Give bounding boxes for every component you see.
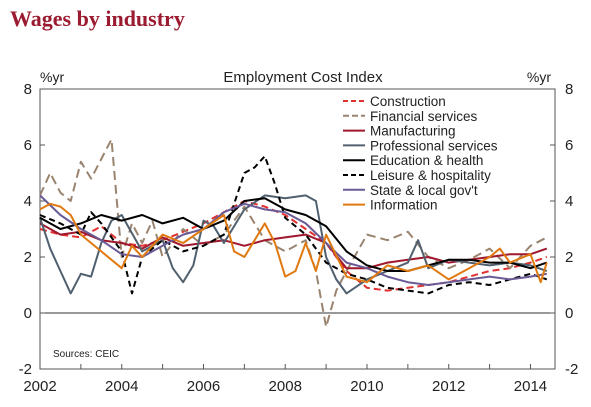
y-tick-label-left: 0 [24,305,32,322]
x-tick-label: 2004 [105,378,138,395]
y-tick-label-left: 6 [24,137,32,154]
source-note: Sources: CEIC [53,349,119,360]
x-tick-label: 2006 [187,378,220,395]
series-line-information [39,202,548,284]
y-tick-label-right: -2 [565,361,578,378]
x-tick-label: 2010 [350,378,383,395]
y-tick-label-left: 8 [24,81,32,98]
x-tick-label: 2008 [269,378,302,395]
legend-label-state-local-gov-t: State & local gov't [370,183,478,198]
series-line-state-local-gov-t [39,194,547,286]
y-tick-label-right: 6 [565,137,573,154]
legend-label-information: Information [370,198,438,213]
legend-label-professional-services: Professional services [370,138,498,153]
x-tick-label: 2012 [432,378,465,395]
legend-label-construction: Construction [370,94,446,109]
y-tick-label-left: 4 [24,193,32,210]
plot-frame [39,88,556,370]
y-tick-label-left: -2 [19,361,32,378]
legend-label-leisure-hospitality: Leisure & hospitality [370,168,491,183]
legend-label-education-health: Education & health [370,153,483,168]
x-tick-label: 2014 [514,378,547,395]
y-tick-label-right: 4 [565,193,573,210]
series-line-education-health [39,197,548,272]
y-tick-label-right: 2 [565,249,573,266]
chart-subtitle: Employment Cost Index [223,69,383,86]
y-tick-label-right: 0 [565,305,573,322]
legend-label-financial-services: Financial services [370,109,478,124]
y-tick-label-left: 2 [24,249,32,266]
y-axis-unit-left: %yr [40,69,64,85]
legend-label-manufacturing: Manufacturing [370,124,456,139]
y-tick-label-right: 8 [565,81,573,98]
page-title: Wages by industry [10,6,185,31]
y-axis-unit-right: %yr [527,69,551,85]
series-line-leisure-hospitality [39,155,548,295]
x-tick-label: 2002 [23,378,56,395]
